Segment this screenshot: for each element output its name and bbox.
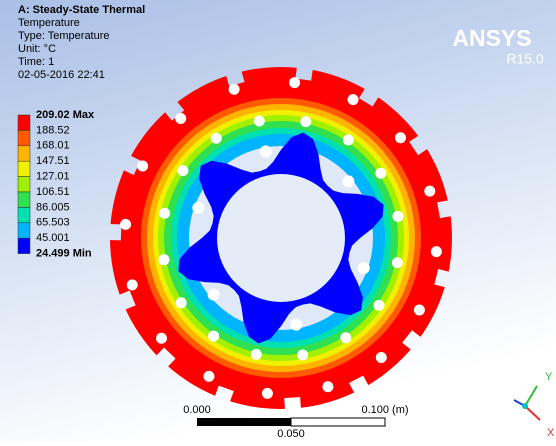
hole xyxy=(211,133,222,144)
legend-label: 86.005 xyxy=(36,201,70,213)
legend-swatch xyxy=(18,192,30,207)
legend-swatch xyxy=(18,177,30,192)
hole xyxy=(290,319,302,331)
model xyxy=(110,67,452,409)
legend-label: 24.499 Min xyxy=(36,248,92,260)
hole xyxy=(414,305,425,316)
legend-label: 65.503 xyxy=(36,217,70,229)
legend-swatch xyxy=(18,130,30,145)
legend-label: 209.02 Max xyxy=(36,109,95,121)
hole xyxy=(297,350,308,361)
scale-white xyxy=(291,418,385,426)
hole xyxy=(176,297,187,308)
ring xyxy=(217,174,345,302)
hole xyxy=(208,331,219,342)
hole xyxy=(374,300,385,311)
hole xyxy=(376,352,387,363)
legend-swatch xyxy=(18,115,30,130)
viewport: A: Steady-State Thermal TemperatureType:… xyxy=(0,0,556,441)
hole xyxy=(254,115,265,126)
hole xyxy=(137,160,148,171)
legend-label: 45.001 xyxy=(36,232,70,244)
logo-version: R15.0 xyxy=(506,51,544,67)
hole xyxy=(156,333,167,344)
hole xyxy=(159,208,170,219)
logo-name: ANSYS xyxy=(452,25,531,51)
hole xyxy=(348,94,359,105)
hole xyxy=(120,219,131,230)
hole xyxy=(392,257,403,268)
hole xyxy=(158,254,169,265)
hole xyxy=(208,289,220,301)
legend-label: 127.01 xyxy=(36,171,70,183)
hole xyxy=(177,165,188,176)
header-line: Type: Temperature xyxy=(18,30,110,42)
hole xyxy=(375,168,386,179)
scale-middle: 0.050 xyxy=(277,428,305,440)
hole xyxy=(358,262,370,274)
hole xyxy=(342,175,354,187)
legend-swatch xyxy=(18,146,30,161)
hole xyxy=(127,279,138,290)
hole xyxy=(203,371,214,382)
header-line: 02-05-2016 22:41 xyxy=(18,69,105,81)
hole xyxy=(393,211,404,222)
hole xyxy=(192,202,204,214)
header-line: Temperature xyxy=(18,17,80,29)
hole xyxy=(229,84,240,95)
legend-label: 106.51 xyxy=(36,186,70,198)
hole xyxy=(322,381,333,392)
hole xyxy=(300,116,311,127)
hole xyxy=(424,186,435,197)
result-title: A: Steady-State Thermal xyxy=(18,4,145,16)
hole xyxy=(343,134,354,145)
triad-x: X xyxy=(547,427,555,439)
hole xyxy=(340,332,351,343)
hole xyxy=(395,132,406,143)
hole xyxy=(431,246,442,257)
hole xyxy=(175,113,186,124)
scale-start: 0.000 xyxy=(183,404,211,416)
legend-label: 168.01 xyxy=(36,140,70,152)
legend-swatch xyxy=(18,207,30,222)
hole xyxy=(262,388,273,399)
hole xyxy=(260,145,272,157)
scale-black xyxy=(197,418,291,426)
legend-label: 188.52 xyxy=(36,124,70,136)
header-line: Time: 1 xyxy=(18,56,54,68)
legend-label: 147.51 xyxy=(36,155,70,167)
legend-swatch xyxy=(18,238,30,253)
triad-y: Y xyxy=(545,371,553,383)
hole xyxy=(251,349,262,360)
legend-swatch xyxy=(18,161,30,176)
hole xyxy=(289,77,300,88)
legend-swatch xyxy=(18,223,30,238)
header-line: Unit: °C xyxy=(18,43,56,55)
scale-end: 0.100 (m) xyxy=(361,404,408,416)
